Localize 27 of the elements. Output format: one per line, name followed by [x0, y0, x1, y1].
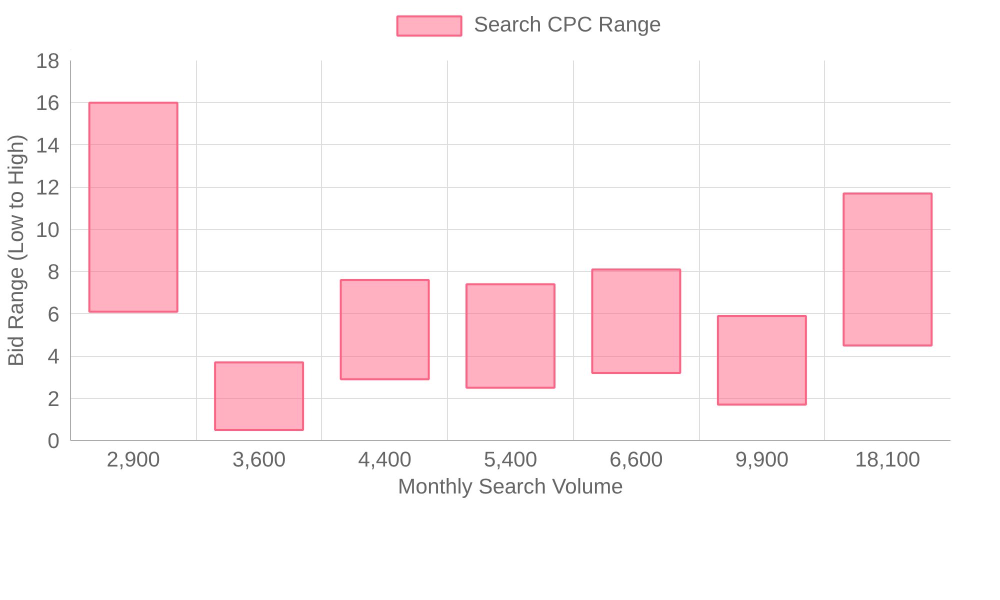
legend-label: Search CPC Range: [474, 12, 662, 38]
y-tick-label: 6: [48, 302, 60, 326]
bar: [88, 102, 178, 313]
y-tick-label: 10: [36, 218, 60, 242]
y-tick-label: 8: [48, 260, 60, 284]
y-tick-label: 14: [36, 133, 60, 158]
x-tick-label: 6,600: [610, 448, 664, 472]
bar: [716, 314, 807, 406]
bar: [591, 268, 682, 374]
y-tick-label: 18: [36, 49, 60, 73]
x-tick-label: 3,600: [232, 448, 286, 472]
x-tick-label: 2,900: [106, 448, 160, 472]
x-tick-label: 5,400: [484, 448, 538, 472]
y-tick-label: 12: [36, 176, 60, 200]
y-tick-label: 2: [48, 386, 60, 411]
y-axis-title: Bid Range (Low to High): [4, 134, 28, 367]
x-tick-label: 18,100: [855, 448, 920, 472]
bar: [466, 283, 556, 389]
bar: [214, 361, 304, 431]
bar: [842, 192, 933, 346]
y-tick-label: 4: [48, 344, 60, 369]
x-axis-title: Monthly Search Volume: [398, 474, 624, 498]
x-tick-label: 4,400: [358, 448, 412, 472]
y-tick-label: 16: [36, 91, 60, 116]
y-tick-label: 0: [48, 429, 60, 453]
bar: [340, 279, 430, 380]
x-tick-label: 9,900: [735, 448, 789, 472]
